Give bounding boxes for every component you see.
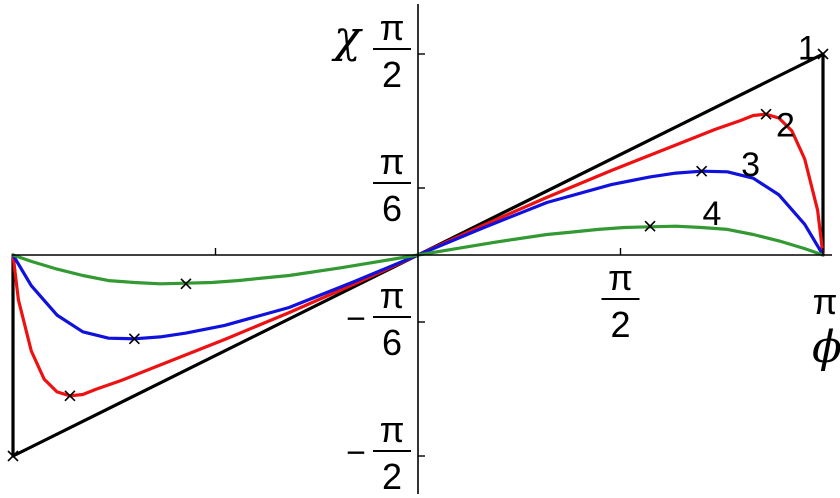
x-tick-label-0: π2 [601,257,640,345]
y-tick-label-1: π6 [373,141,411,229]
y-tick-label-3: π 2− [346,409,411,497]
x-tick-numerator: π [608,257,633,298]
y-tick-label-2: π 6− [346,275,411,363]
y-tick-sign: − [346,434,366,472]
axes [12,4,832,494]
y-tick-numerator: π [380,275,405,316]
y-tick-denominator: 6 [382,188,402,229]
max-marker-1-left [7,450,19,462]
y-tick-denominator: 6 [382,322,402,363]
y-tick-numerator: π [380,409,405,450]
max-marker-1-right [817,48,829,60]
y-tick-numerator: π [380,7,405,48]
max-marker-2-right [760,108,772,120]
curve-label-2: 2 [776,106,795,144]
max-marker-3-right [696,165,708,177]
y-tick-denominator: 2 [382,456,402,497]
y-tick-numerator: π [380,141,405,182]
max-marker-2-left [64,390,76,402]
x-tick-value: π [813,281,838,322]
curve-label-1: 1 [798,30,817,68]
y-tick-label-0: π2 [373,7,411,95]
x-tick-label-1: π [813,281,838,322]
y-tick-sign: − [346,300,366,338]
curve-label-3: 3 [741,146,760,184]
x-axis-label: ϕ [812,322,840,373]
max-marker-4-right [644,220,656,232]
x-tick-denominator: 2 [610,304,630,345]
y-axis-label: χ [331,12,363,63]
y-tick-denominator: 2 [382,54,402,95]
x-tick-labels: π2π [601,257,838,345]
max-markers [7,48,829,462]
max-marker-3-left [128,333,140,345]
curve-label-4: 4 [702,195,721,233]
max-marker-4-left [180,278,192,290]
